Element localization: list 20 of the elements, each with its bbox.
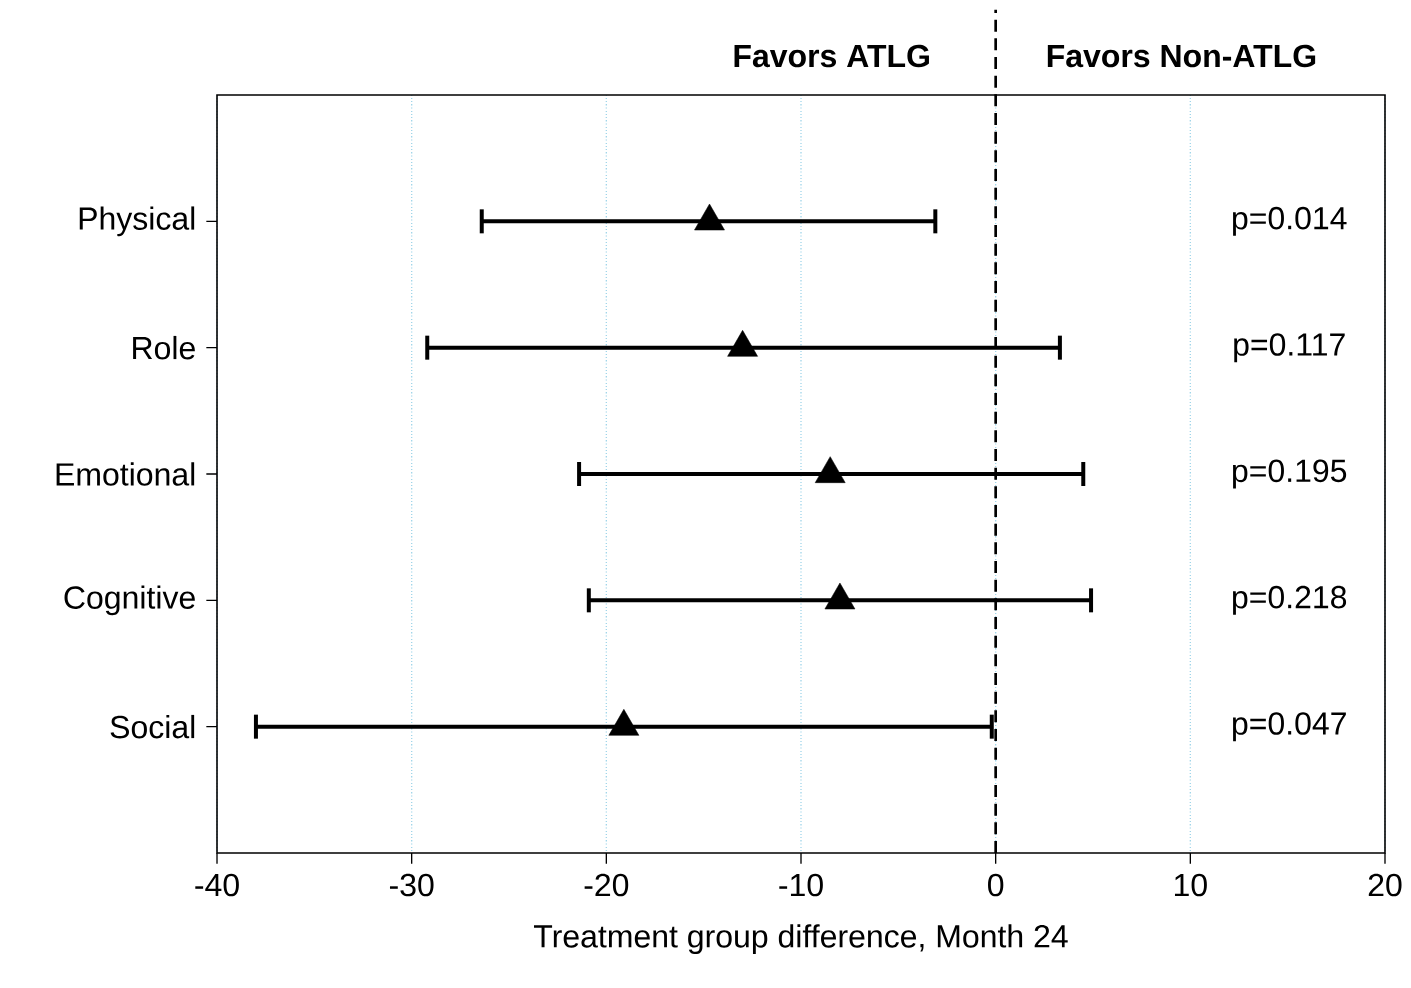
annotation: p=0.218: [1233, 585, 1347, 615]
annotation: p=0.117: [1234, 333, 1345, 363]
text: Favors Non-ATLG: [1047, 44, 1316, 68]
x-tick-label: -40: [195, 873, 239, 897]
x-tick-label: -20: [584, 873, 629, 897]
y-tick-label: Physical: [79, 206, 195, 237]
x-tick-label: 0: [988, 873, 1004, 897]
x-tick-label: 10: [1174, 873, 1207, 897]
x-tick-label: -30: [389, 873, 434, 897]
y-tick-label: Emotional: [56, 462, 195, 486]
annotation: p=0.195: [1233, 459, 1347, 489]
x-tick-label: -10: [779, 873, 823, 897]
x-tick-label: 20: [1368, 873, 1402, 897]
text: Favors ATLG: [734, 44, 929, 68]
y-tick-label: Cognitive: [64, 585, 195, 616]
annotation: p=0.014: [1233, 206, 1347, 236]
x-axis-title: Treatment group difference, Month 24: [534, 924, 1068, 955]
annotation: p=0.047: [1233, 712, 1346, 742]
y-tick-label: Role: [133, 335, 195, 360]
y-tick-label: Social: [110, 714, 195, 739]
